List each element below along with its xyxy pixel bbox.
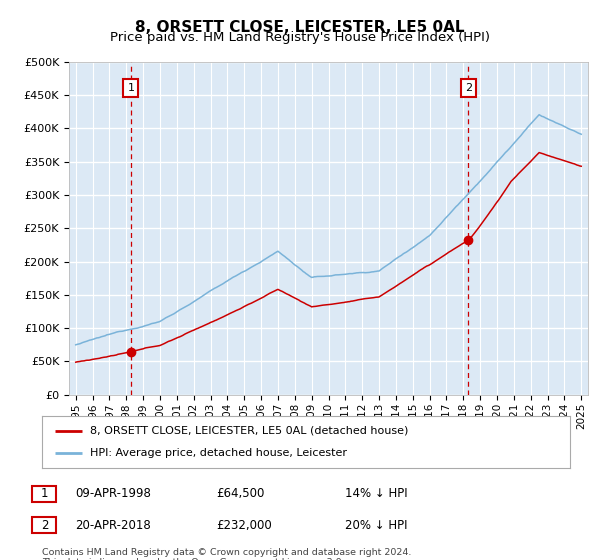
Text: 1: 1 bbox=[41, 487, 48, 501]
Text: 20% ↓ HPI: 20% ↓ HPI bbox=[345, 519, 407, 532]
Text: HPI: Average price, detached house, Leicester: HPI: Average price, detached house, Leic… bbox=[89, 448, 347, 458]
Text: 20-APR-2018: 20-APR-2018 bbox=[75, 519, 151, 532]
Text: 2: 2 bbox=[41, 519, 48, 532]
Text: 09-APR-1998: 09-APR-1998 bbox=[75, 487, 151, 501]
Text: 1: 1 bbox=[127, 83, 134, 94]
Text: 8, ORSETT CLOSE, LEICESTER, LE5 0AL (detached house): 8, ORSETT CLOSE, LEICESTER, LE5 0AL (det… bbox=[89, 426, 408, 436]
Text: 14% ↓ HPI: 14% ↓ HPI bbox=[345, 487, 407, 501]
Text: Price paid vs. HM Land Registry's House Price Index (HPI): Price paid vs. HM Land Registry's House … bbox=[110, 31, 490, 44]
Text: 8, ORSETT CLOSE, LEICESTER, LE5 0AL: 8, ORSETT CLOSE, LEICESTER, LE5 0AL bbox=[135, 20, 465, 35]
Text: £64,500: £64,500 bbox=[216, 487, 265, 501]
Text: Contains HM Land Registry data © Crown copyright and database right 2024.
This d: Contains HM Land Registry data © Crown c… bbox=[42, 548, 412, 560]
Text: 2: 2 bbox=[465, 83, 472, 94]
Text: £232,000: £232,000 bbox=[216, 519, 272, 532]
